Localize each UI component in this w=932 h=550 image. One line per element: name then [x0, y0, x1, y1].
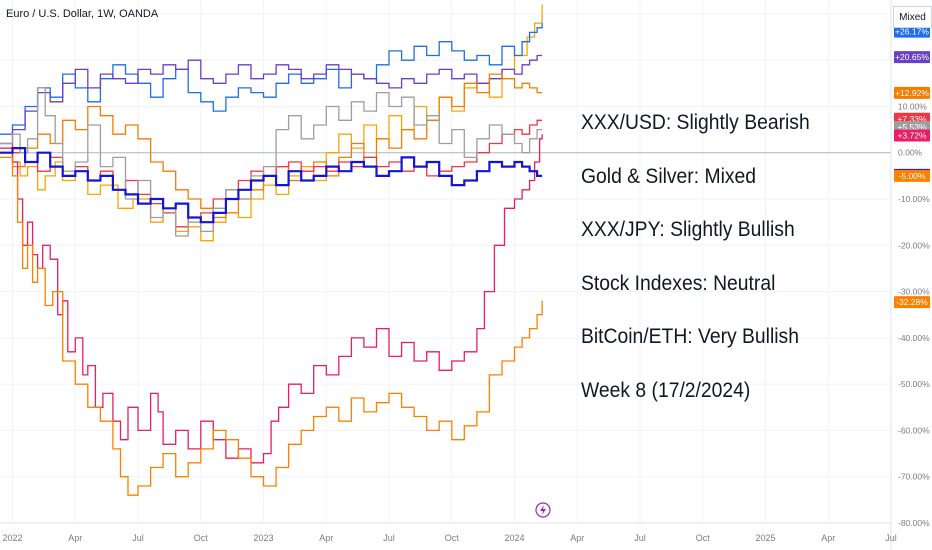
y-tick-label: 10.00%: [898, 101, 927, 111]
chart-title: Euro / U.S. Dollar, 1W, OANDA: [6, 8, 159, 20]
y-tick-label: -10.00%: [898, 194, 930, 204]
price-badge: [894, 129, 930, 142]
x-tick-label: 2022: [3, 533, 23, 543]
x-axis: 2022 Apr Jul Oct 2023 Apr Jul Oct 2024 Apr Jul Oct 2…: [0, 522, 897, 543]
x-tick-label: Oct: [194, 533, 209, 543]
price-badge: [894, 296, 930, 309]
event-marker[interactable]: [535, 502, 551, 518]
price-badge: [894, 51, 930, 64]
lightning-icon: [540, 505, 546, 515]
x-tick-label: Apr: [68, 533, 82, 543]
y-axis: 30.00%20.00%10.00%0.00%-10.00%-20.00%-30…: [890, 0, 930, 550]
price-badge-label: -32.28%: [896, 297, 928, 307]
grid-lines: [0, 0, 891, 523]
y-tick-label: -60.00%: [898, 425, 930, 435]
note-xxx-jpy: XXX/JPY: Slightly Bullish: [581, 218, 795, 242]
price-badge-label: -5.00%: [899, 171, 926, 181]
series-line-2: [0, 54, 543, 145]
x-tick-label: Jul: [634, 533, 646, 543]
y-tick-label: -70.00%: [898, 472, 930, 482]
x-tick-label: Jul: [132, 533, 144, 543]
x-tick-label: Apr: [821, 533, 835, 543]
price-badge-label: +3.72%: [897, 131, 927, 141]
x-tick-label: Oct: [445, 533, 460, 543]
y-tick-label: -40.00%: [898, 333, 930, 343]
y-tick-label: -50.00%: [898, 379, 930, 389]
price-badge: [894, 169, 930, 182]
series-line-6: [0, 134, 543, 464]
x-tick-label: Jul: [885, 533, 897, 543]
series-line-0: [0, 4, 543, 242]
x-tick-label: 2023: [254, 533, 274, 543]
series-line-4: [0, 119, 543, 228]
y-tick-label: -20.00%: [898, 240, 930, 250]
price-badge: [894, 25, 930, 38]
notes-panel: XXX/USD: Slightly Bearish Gold & Silver:…: [581, 108, 830, 430]
note-gold-silver: Gold & Silver: Mixed: [581, 164, 757, 188]
y-tick-label: -30.00%: [898, 287, 930, 297]
series-line-7: [0, 147, 543, 224]
note-stock-indexes: Stock Indexes: Neutral: [581, 271, 776, 295]
series-line-5: [0, 87, 543, 237]
x-tick-label: Oct: [696, 533, 711, 543]
price-badge-label: +12.92%: [895, 88, 929, 98]
y-tick-label: -80.00%: [898, 518, 930, 528]
series-layer: [0, 4, 543, 496]
price-badge-label: +5.53%: [897, 122, 927, 132]
scale-mode-button[interactable]: Mixed: [893, 6, 932, 28]
price-badge-label: +7.33%: [897, 114, 927, 124]
price-badges: +26.17% +20.65% +12.92% +7.33%+5.53%+3.72% -…: [894, 25, 930, 309]
series-line-3: [0, 73, 543, 219]
price-badge: [894, 86, 930, 99]
series-line-8: [0, 156, 543, 496]
x-tick-label: Apr: [319, 533, 333, 543]
series-line-1: [0, 23, 543, 135]
x-tick-label: 2024: [505, 533, 525, 543]
x-tick-label: Jul: [383, 533, 395, 543]
note-xxx-usd: XXX/USD: Slightly Bearish: [581, 111, 810, 134]
note-week: Week 8 (17/2/2024): [581, 378, 751, 402]
note-bitcoin-eth: BitCoin/ETH: Very Bullish: [581, 325, 799, 349]
x-tick-label: 2025: [755, 533, 775, 543]
y-tick-label: 0.00%: [898, 148, 923, 158]
price-badge-label: +26.17%: [895, 27, 929, 37]
price-badge-label: +20.65%: [895, 52, 929, 62]
x-tick-label: Apr: [570, 533, 584, 543]
